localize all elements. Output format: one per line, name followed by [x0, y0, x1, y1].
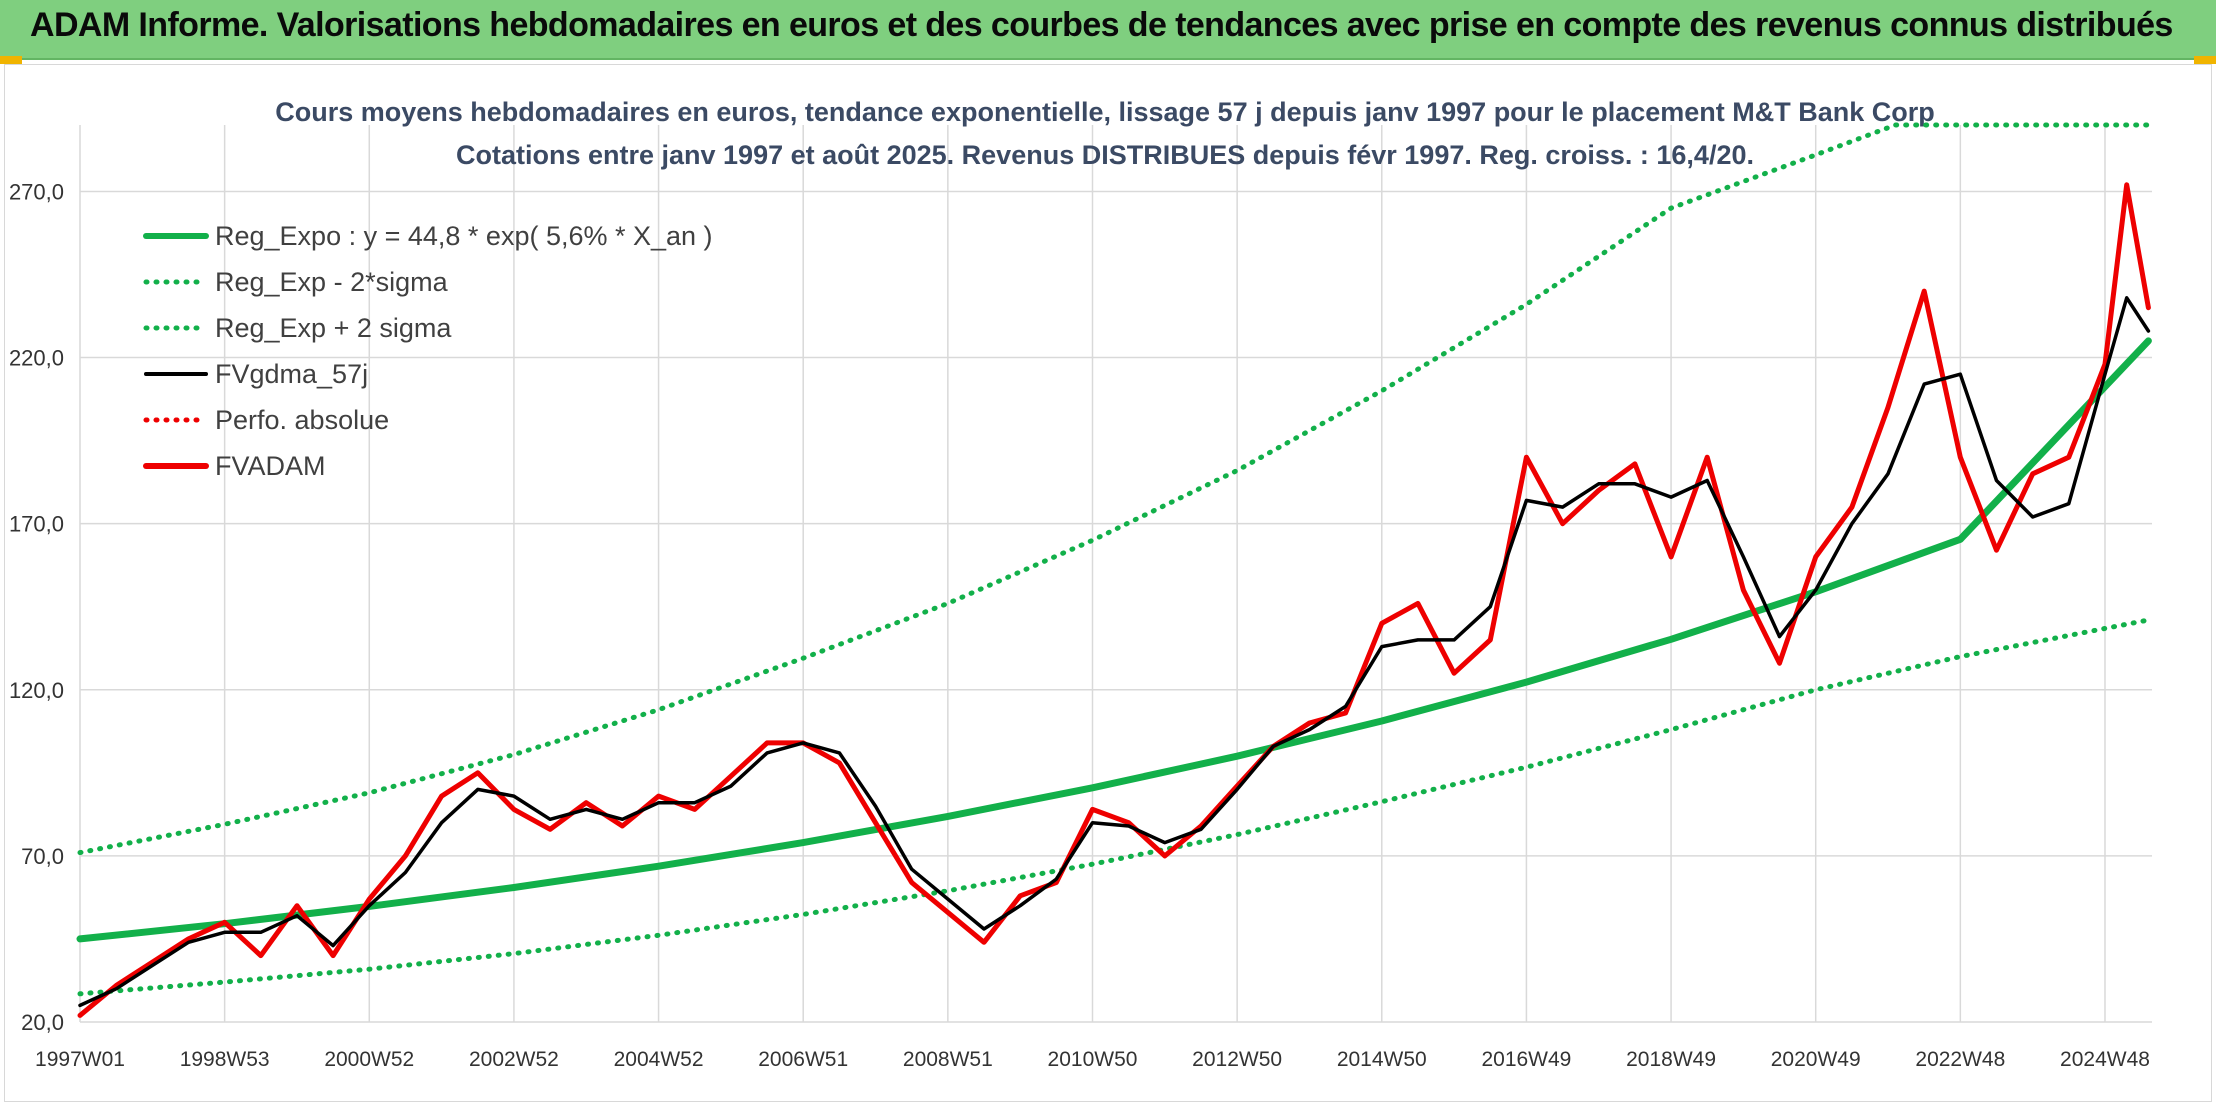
corner-marker-left [0, 56, 22, 64]
chart-grid [79, 125, 2152, 1023]
y-axis-ticks: 20,0 70,0 120,0 170,0 220,0 270,0 [9, 179, 64, 1035]
page-title: ADAM Informe. Valorisations hebdomadaire… [30, 6, 2173, 44]
chart-frame [4, 64, 2212, 1102]
x-tick-label: 2014W50 [1337, 1048, 1427, 1071]
x-tick-label: 2000W52 [324, 1048, 414, 1071]
chart-subtitle: Cotations entre janv 1997 et août 2025. … [456, 140, 1754, 170]
x-tick-label: 2016W49 [1481, 1048, 1571, 1071]
chart-title: Cours moyens hebdomadaires en euros, ten… [275, 97, 1935, 127]
legend-label: Reg_Exp + 2 sigma [215, 313, 452, 343]
series-line-2 [77, 122, 2151, 856]
x-tick-label: 2012W50 [1192, 1048, 1282, 1071]
series-line-3 [78, 296, 2151, 1008]
legend-label: FVADAM [215, 451, 326, 481]
y-tick-label: 270,0 [9, 179, 64, 204]
header-banner: ADAM Informe. Valorisations hebdomadaire… [0, 0, 2216, 60]
x-tick-label: 1997W01 [35, 1048, 125, 1071]
x-tick-label: 1998W53 [180, 1048, 270, 1071]
chart-series [76, 122, 2152, 1018]
x-tick-label: 2018W49 [1626, 1048, 1716, 1071]
series-line-1 [77, 617, 2151, 997]
chart-legend: Reg_Expo : y = 44,8 * exp( 5,6% * X_an )… [143, 221, 713, 481]
legend-label: Perfo. absolue [215, 405, 389, 435]
x-tick-label: 2002W52 [469, 1048, 559, 1071]
x-tick-label: 2024W48 [2060, 1048, 2150, 1071]
corner-marker-right [2194, 56, 2216, 64]
x-tick-label: 2006W51 [758, 1048, 848, 1071]
series-line-5 [77, 182, 2151, 1018]
x-tick-label: 2004W52 [614, 1048, 704, 1071]
legend-label: Reg_Expo : y = 44,8 * exp( 5,6% * X_an ) [215, 221, 713, 251]
series-line-0 [76, 337, 2152, 943]
x-tick-label: 2020W49 [1771, 1048, 1861, 1071]
x-tick-label: 2022W48 [1915, 1048, 2005, 1071]
x-tick-label: 2008W51 [903, 1048, 993, 1071]
y-tick-label: 220,0 [9, 346, 64, 371]
legend-label: Reg_Exp - 2*sigma [215, 267, 449, 297]
legend-label: FVgdma_57j [215, 359, 368, 389]
y-tick-label: 120,0 [9, 678, 64, 703]
x-tick-label: 2010W50 [1048, 1048, 1138, 1071]
y-tick-label: 20,0 [21, 1010, 64, 1035]
y-tick-label: 70,0 [21, 844, 64, 869]
x-axis-ticks: 1997W01 1998W53 2000W52 2002W52 2004W52 2006W… [35, 1048, 2150, 1071]
y-tick-label: 170,0 [9, 512, 64, 537]
